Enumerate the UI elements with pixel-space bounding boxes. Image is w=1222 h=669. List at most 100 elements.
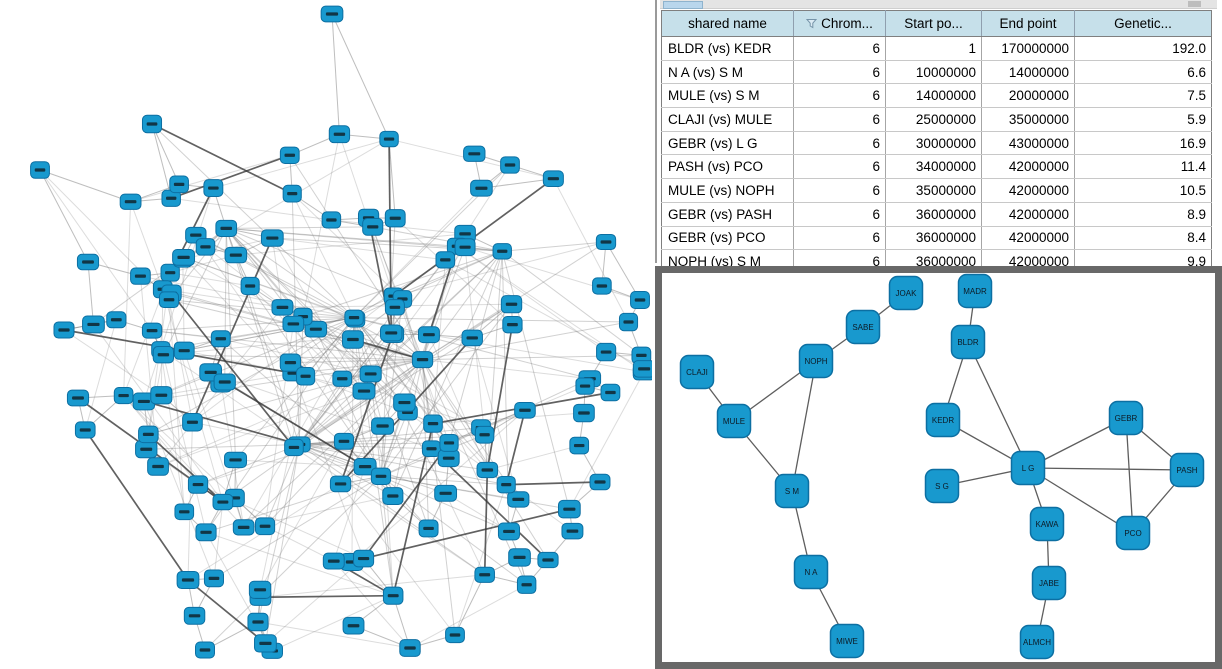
left-network-node[interactable] [141,322,163,339]
left-network-node[interactable] [279,353,301,372]
left-network-node[interactable] [203,569,224,588]
table-cell[interactable]: 6 [793,83,886,109]
table-cell[interactable]: GEBR (vs) L G [661,131,794,156]
left-network-node[interactable] [187,475,209,494]
table-cell[interactable]: CLAJI (vs) MULE [661,107,794,132]
table-cell[interactable]: 10.5 [1074,178,1212,203]
left-network-node[interactable] [76,253,100,271]
column-header-start-position[interactable]: Start po... [885,10,982,37]
left-network-node[interactable] [352,382,376,400]
left-network-node[interactable] [132,392,156,411]
left-network-node[interactable] [379,324,403,342]
left-network-node[interactable] [474,566,495,583]
left-network-node[interactable] [393,393,416,412]
left-network-node[interactable] [437,449,460,468]
table-cell[interactable]: 36000000 [885,202,982,227]
column-header-shared-name[interactable]: shared name [661,10,794,37]
table-cell[interactable]: 10000000 [885,60,982,85]
left-network-node[interactable] [371,417,395,435]
left-network-node[interactable] [195,238,216,256]
left-network-node[interactable] [573,403,595,423]
left-network-node[interactable] [172,248,196,266]
left-network-node[interactable] [254,634,277,653]
left-network-node[interactable] [344,309,364,326]
left-network-node[interactable] [592,277,612,295]
network-edge-GEBR-PCO[interactable] [1125,417,1134,534]
network-node-sabe[interactable]: SABE [845,309,881,345]
left-network-node[interactable] [514,401,536,419]
left-network-node[interactable] [353,457,377,476]
network-node-joak[interactable]: JOAK [888,275,924,311]
left-network-node[interactable] [260,229,284,247]
left-network-node[interactable] [203,179,224,197]
table-row[interactable]: BLDR (vs) KEDR 6 1 170000000 192.0 [661,36,1212,61]
left-network-node[interactable] [492,243,512,260]
left-network-node[interactable] [596,342,617,362]
table-cell[interactable]: 6 [793,154,886,180]
left-network-node[interactable] [329,475,352,493]
table-cell[interactable]: 6 [793,131,886,156]
left-network-node[interactable] [557,499,581,519]
left-network-node[interactable] [569,436,590,455]
table-cell[interactable]: 6 [793,178,886,203]
table-cell[interactable]: 5.9 [1074,107,1212,132]
left-network-node[interactable] [384,299,405,316]
left-network-node[interactable] [138,425,159,444]
left-network-node[interactable] [454,238,476,257]
left-network-node[interactable] [240,276,260,296]
table-cell[interactable]: 16.9 [1074,131,1212,156]
left-network-node[interactable] [282,315,305,333]
left-network-node[interactable] [254,517,276,536]
left-network-node[interactable] [74,421,96,439]
left-network-node[interactable] [500,156,520,174]
table-cell[interactable]: 6.6 [1074,60,1212,85]
network-edge-BLDR-LG[interactable] [967,341,1029,469]
left-network-node[interactable] [474,425,495,444]
table-cell[interactable]: 192.0 [1074,36,1212,61]
left-network-node[interactable] [212,493,234,511]
left-network-node[interactable] [320,5,344,23]
network-node-pash[interactable]: PASH [1169,452,1205,488]
left-network-node[interactable] [542,170,564,188]
left-network-node[interactable] [332,370,353,387]
table-cell[interactable]: 8.9 [1074,202,1212,227]
left-network-node[interactable] [150,386,173,405]
column-header-end-point[interactable]: End point [981,10,1075,37]
left-network-node[interactable] [382,487,404,505]
left-network-node[interactable] [176,570,200,590]
table-row[interactable]: N A (vs) S M 6 10000000 14000000 6.6 [661,60,1212,85]
table-cell[interactable]: 43000000 [981,131,1075,156]
left-network-node[interactable] [445,626,465,644]
left-network-node[interactable] [158,291,180,309]
table-cell[interactable]: BLDR (vs) KEDR [661,36,794,61]
left-network-node[interactable] [113,387,134,405]
left-network-node[interactable] [342,616,365,635]
filter-funnel-icon[interactable] [806,18,818,29]
table-cell[interactable]: 35000000 [981,107,1075,132]
table-cell[interactable]: 6 [793,107,886,132]
table-cell[interactable]: 6 [793,202,886,227]
left-network-node[interactable] [463,145,486,162]
left-network-node[interactable] [106,311,127,329]
table-row[interactable]: GEBR (vs) PASH 6 36000000 42000000 8.9 [661,202,1212,227]
table-horizontal-scrollbar[interactable] [660,0,1217,9]
table-cell[interactable]: 20000000 [981,83,1075,109]
network-node-bldr[interactable]: BLDR [950,324,986,360]
table-cell[interactable]: 42000000 [981,226,1075,251]
table-cell[interactable]: 6 [793,226,886,251]
left-network-node[interactable] [328,125,351,144]
left-network-node[interactable] [575,377,595,395]
left-network-node[interactable] [508,548,531,567]
left-network-node[interactable] [435,251,456,269]
left-network-node[interactable] [618,312,639,332]
left-network-node[interactable] [248,580,272,599]
left-network-node[interactable] [632,360,652,378]
table-cell[interactable]: 14000000 [981,60,1075,85]
left-network-node[interactable] [561,522,584,540]
left-network-node[interactable] [210,330,231,348]
left-network-node[interactable] [213,373,236,391]
left-network-node[interactable] [30,161,50,179]
network-node-gebr[interactable]: GEBR [1108,400,1144,436]
left-network-node[interactable] [152,346,175,364]
left-network-node[interactable] [342,330,364,349]
